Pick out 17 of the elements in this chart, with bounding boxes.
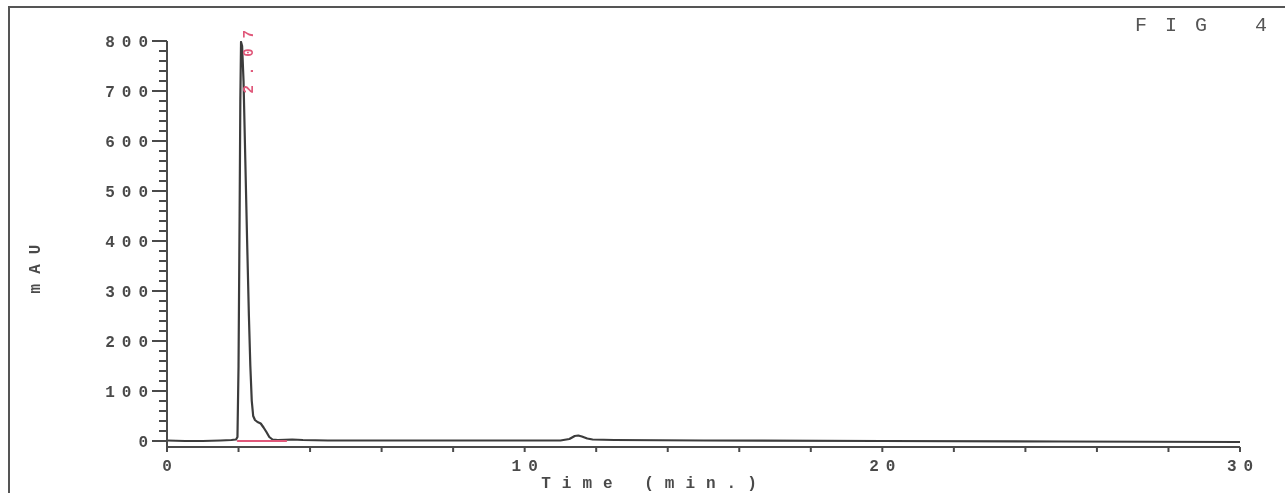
y-tick-label: 100 (105, 383, 155, 402)
x-tick-label: 10 (511, 458, 545, 476)
y-tick-label: 500 (105, 183, 155, 202)
y-tick-label: 0 (138, 433, 155, 452)
y-tick-label: 800 (105, 33, 155, 52)
y-tick-label: 300 (105, 283, 155, 302)
x-tick-label: 30 (1226, 458, 1261, 476)
x-tick-label: 0 (162, 458, 179, 476)
x-tick-label: 20 (869, 458, 903, 476)
y-tick-label: 700 (105, 83, 155, 102)
y-tick-label: 600 (105, 133, 155, 152)
chart-title: FIG 4 (1134, 14, 1285, 37)
y-tick-label: 200 (105, 333, 155, 352)
y-tick-label: 400 (105, 233, 155, 252)
x-axis-title: Time (min.) (541, 475, 768, 493)
annotation: 2.07 (241, 20, 258, 94)
y-axis-title: mAU (27, 234, 45, 294)
